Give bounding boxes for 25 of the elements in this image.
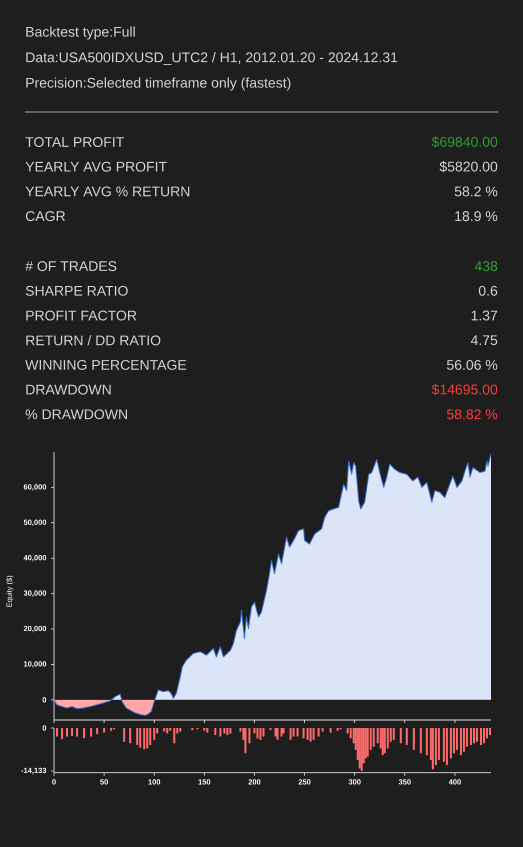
text: 438 [474, 261, 498, 272]
category-label: % DRAWDOWN [26, 409, 127, 420]
category-label: # OF TRADES [25, 261, 116, 272]
category-label: YEARLY AVG PROFIT [26, 162, 167, 172]
text: 58.82 % [446, 409, 498, 420]
text: 0.6 [478, 286, 498, 296]
text: 56.06 % [446, 360, 498, 370]
category-label: CAGR [26, 211, 65, 222]
text: 18.9 % [455, 211, 498, 222]
category-label: DRAWDOWN [26, 384, 111, 395]
category-label: RETURN / DD RATIO [26, 335, 160, 346]
text: Backtest type:Full [26, 26, 135, 40]
text: $69840.00 [432, 136, 498, 148]
category-label: YEARLY AVG % RETURN [26, 186, 190, 196]
text: $5820.00 [440, 161, 498, 172]
category-label: WINNING PERCENTAGE [25, 360, 186, 370]
category-label: TOTAL PROFIT [26, 137, 124, 147]
text: Data:USA500IDXUSD_UTC2 / H1, 2012.01.20 - 2024.12.31 [26, 52, 398, 65]
text: 4.75 [470, 335, 498, 346]
text: 58.2 % [454, 186, 498, 196]
text: Precision:Selected timeframe only (fastest) [26, 77, 290, 91]
category-label: PROFIT FACTOR [26, 310, 136, 320]
text: 1.37 [472, 310, 498, 320]
category-label: SHARPE RATIO [26, 286, 128, 296]
text: $14695.00 [432, 384, 498, 396]
